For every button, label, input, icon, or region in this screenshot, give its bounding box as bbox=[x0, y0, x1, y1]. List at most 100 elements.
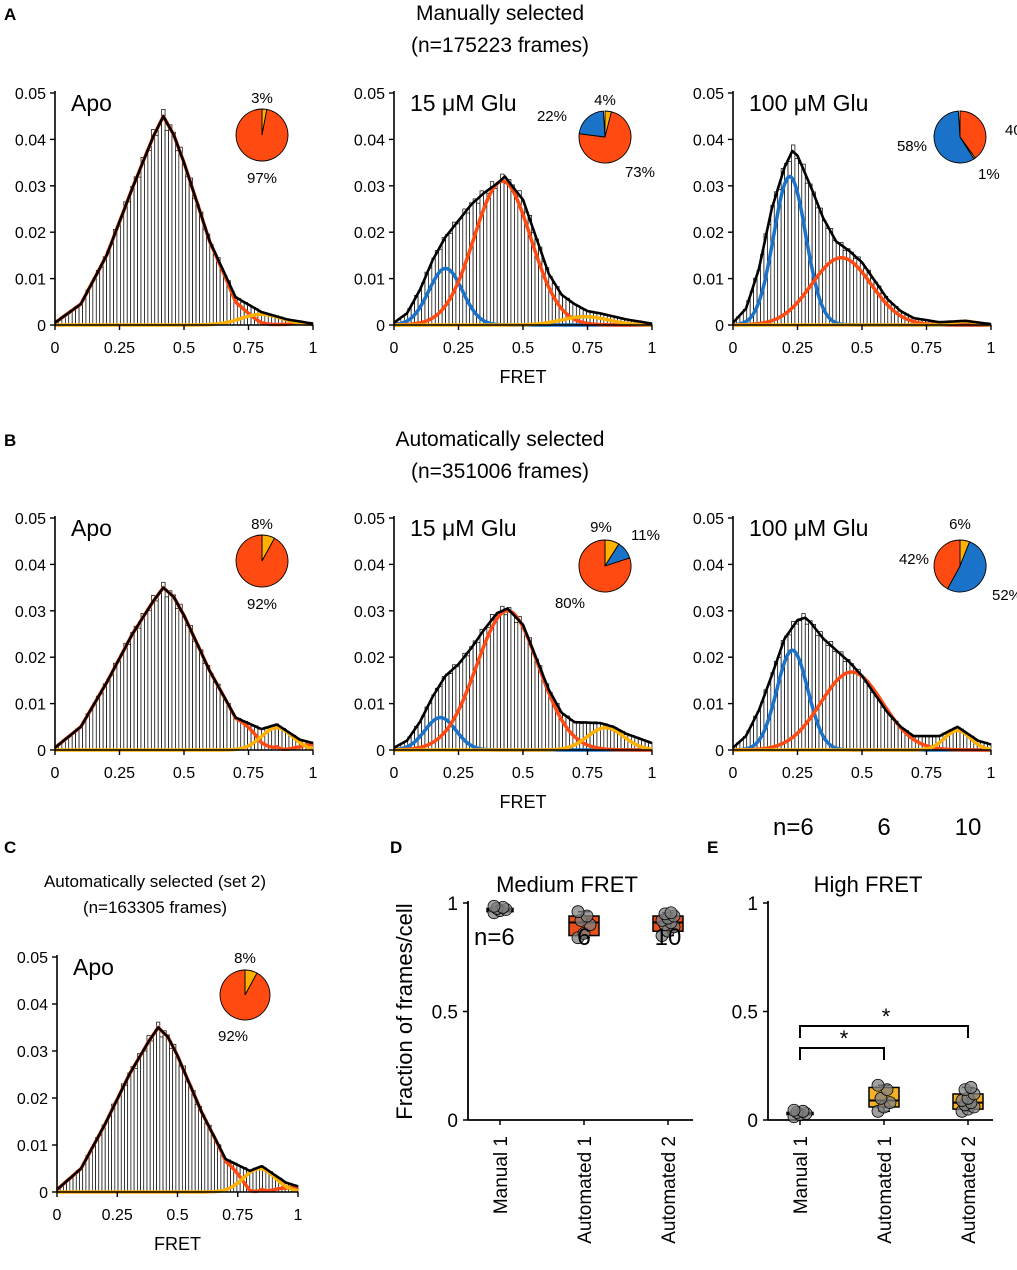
data-point bbox=[577, 926, 591, 940]
histogram-bar bbox=[164, 596, 169, 751]
pie-label: 3% bbox=[251, 90, 273, 107]
histogram-bar bbox=[108, 1116, 112, 1193]
histogram-bar bbox=[126, 201, 132, 326]
boxplot-title: High FRET bbox=[814, 872, 923, 897]
histogram-bar bbox=[101, 1124, 106, 1193]
histogram-bar bbox=[510, 611, 515, 751]
histogram-bar bbox=[123, 642, 128, 751]
y-tick-label: 0.05 bbox=[15, 86, 46, 103]
histogram-bar bbox=[204, 1123, 209, 1193]
y-tick-label: 0.01 bbox=[354, 697, 385, 714]
histogram-bar bbox=[91, 1144, 96, 1193]
histogram-bar bbox=[801, 163, 806, 326]
histogram-bar bbox=[514, 195, 519, 326]
pie-slice bbox=[933, 110, 975, 164]
histogram-bar bbox=[206, 233, 211, 326]
histogram-bar bbox=[117, 1094, 122, 1193]
y-tick-label: 0.02 bbox=[693, 650, 724, 667]
histogram-bar bbox=[154, 134, 159, 326]
histogram-bar bbox=[192, 640, 197, 751]
histogram-bar bbox=[133, 625, 138, 751]
histogram-bar bbox=[890, 719, 896, 751]
y-tick-label: 0.03 bbox=[693, 179, 724, 196]
x-tick-label: 0 bbox=[53, 1207, 62, 1224]
histogram-bar bbox=[181, 164, 187, 326]
pie-label: 1% bbox=[978, 166, 1000, 183]
histogram-bar bbox=[159, 1036, 164, 1193]
x-tick-label: 1 bbox=[648, 765, 657, 782]
x-tick-label: 1 bbox=[294, 1207, 303, 1224]
pie-slice bbox=[578, 110, 606, 138]
histogram-bar bbox=[199, 649, 204, 751]
histogram-bar bbox=[832, 240, 837, 326]
boxplot-title: Medium FRET bbox=[496, 872, 638, 897]
x-tick-label: 0.25 bbox=[782, 765, 813, 782]
x-tick-label: 0.5 bbox=[512, 340, 534, 357]
histogram-bar bbox=[144, 154, 149, 326]
y-tick-label: 0.01 bbox=[17, 1138, 48, 1155]
y-tick-label: 0.05 bbox=[354, 86, 385, 103]
pie-label: 8% bbox=[234, 950, 256, 967]
pie-slice bbox=[933, 539, 961, 590]
y-tick-label: 0.03 bbox=[354, 179, 385, 196]
x-tick-label: Manual 1 bbox=[491, 1136, 512, 1214]
histogram-bar bbox=[496, 612, 501, 751]
histogram-title: 100 μM Glu bbox=[749, 90, 868, 116]
y-tick-label: 0.01 bbox=[15, 272, 46, 289]
y-tick-label: 0.05 bbox=[693, 511, 724, 528]
histogram-bar bbox=[507, 607, 512, 751]
boxplot-e-high-fret: E High FRET 0 0.5 1 Manual 1 n=6 Automated 1 6 Au… bbox=[707, 814, 993, 1244]
histogram-bar bbox=[815, 207, 820, 326]
fit-sum bbox=[56, 1026, 299, 1191]
panel-letter-c: C bbox=[4, 838, 16, 857]
histogram-bar bbox=[113, 228, 118, 326]
histogram-c-apo: 0 0.25 0.5 0.75 1 0 0.01 0.02 0.03 0.04 0.05 FRET Ap… bbox=[17, 950, 303, 1254]
histogram-bar bbox=[541, 679, 546, 751]
panel-letter: D bbox=[390, 838, 402, 857]
histogram-title: Apo bbox=[73, 954, 114, 980]
histogram-bar bbox=[842, 250, 847, 326]
x-tick-label: Automated 1 bbox=[575, 1136, 596, 1244]
histogram-bar bbox=[839, 242, 844, 326]
histogram-bar bbox=[169, 1048, 174, 1193]
histogram-bar bbox=[524, 635, 529, 751]
histogram-bar bbox=[147, 610, 152, 751]
y-tick-label: 0.03 bbox=[693, 604, 724, 621]
histogram-bar bbox=[880, 706, 885, 751]
histogram-bar bbox=[156, 1021, 161, 1193]
histogram-bar bbox=[137, 627, 142, 751]
x-tick-label: Automated 2 bbox=[659, 1136, 680, 1244]
pie-label: 52% bbox=[992, 587, 1017, 604]
x-tick-label: Automated 2 bbox=[959, 1136, 980, 1244]
histogram-bar bbox=[825, 228, 830, 326]
x-tick-label: 0.25 bbox=[443, 340, 474, 357]
histogram-bar bbox=[109, 675, 114, 751]
y-tick-label: 0.03 bbox=[354, 604, 385, 621]
x-tick-label: 0 bbox=[390, 340, 399, 357]
histogram-bar bbox=[89, 285, 94, 326]
histogram-bar bbox=[191, 1090, 196, 1193]
histogram-bar bbox=[507, 179, 512, 326]
y-tick-label: 0.02 bbox=[15, 650, 46, 667]
pie-label: 73% bbox=[625, 164, 655, 181]
pie-label: 92% bbox=[247, 596, 277, 613]
x-tick-label: 0.5 bbox=[512, 765, 534, 782]
histogram-bar bbox=[120, 1083, 125, 1193]
pie-label: 97% bbox=[247, 170, 277, 187]
x-tick-label: 0.75 bbox=[572, 765, 603, 782]
histogram-bar bbox=[185, 176, 190, 326]
histogram-bar bbox=[188, 177, 193, 326]
histogram-bar bbox=[452, 664, 457, 751]
histogram-bar bbox=[98, 1134, 103, 1193]
pie-label: 22% bbox=[537, 108, 567, 125]
x-axis-label: FRET bbox=[154, 1234, 201, 1254]
data-point bbox=[571, 905, 585, 919]
histogram-bar bbox=[428, 267, 433, 326]
histogram-bar bbox=[808, 620, 813, 751]
histogram-b-15um-glu: 0 0.25 0.5 0.75 1 0 0.01 0.02 0.03 0.04 0.05 FRET 15… bbox=[354, 511, 660, 812]
data-point bbox=[964, 1081, 978, 1094]
n-label: 6 bbox=[877, 814, 890, 841]
significance-star: * bbox=[840, 1026, 849, 1051]
histogram-bar bbox=[835, 242, 840, 326]
x-tick-label: 0.25 bbox=[104, 765, 135, 782]
